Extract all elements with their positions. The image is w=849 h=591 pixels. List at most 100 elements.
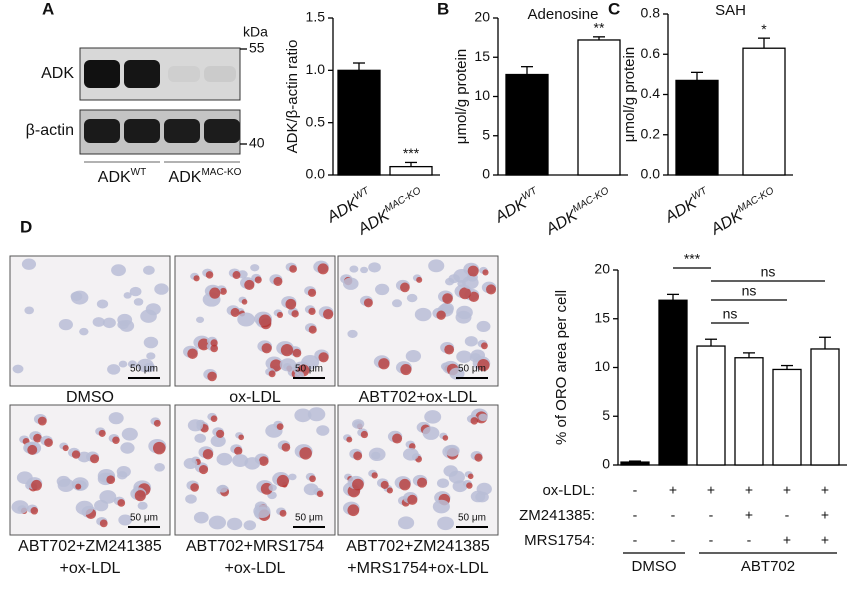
micrograph-caption: ox-LDL [229, 389, 281, 406]
lipid-stain [360, 430, 369, 439]
micrograph-caption: ABT702+MRS1754 [186, 538, 324, 555]
category-sup: MAC-KO [383, 185, 423, 215]
lipid-stain [316, 490, 324, 498]
lipid-stain [407, 494, 418, 505]
y-tick-label: 1.0 [306, 61, 326, 77]
condition-mark: + [745, 507, 753, 523]
cell [145, 303, 161, 316]
cell [368, 262, 381, 273]
bar [577, 39, 621, 176]
cell [196, 316, 205, 323]
cell [268, 484, 277, 492]
x-tick-label: ADKMAC-KO [706, 185, 780, 239]
micrograph: 50 μm [9, 255, 171, 387]
condition-mark: - [671, 507, 676, 523]
cell [244, 457, 261, 470]
lipid-stain [380, 480, 389, 489]
cell [360, 266, 369, 274]
condition-mark: + [783, 482, 791, 498]
cell [57, 478, 75, 492]
lipid-stain [268, 370, 276, 378]
lipid-stain [292, 348, 302, 358]
lipid-stain [276, 423, 284, 431]
cell [21, 258, 37, 270]
cell [118, 360, 128, 368]
cell [58, 318, 73, 331]
cell [102, 317, 116, 329]
lipid-stain [399, 478, 411, 491]
cell [449, 367, 465, 380]
condition-mark: - [633, 482, 638, 498]
bar [505, 73, 549, 176]
cell [243, 520, 257, 531]
cell [422, 426, 440, 440]
y-tick-label: 10 [474, 87, 490, 103]
bar [389, 165, 433, 176]
lipid-stain [210, 344, 219, 353]
lipid-stain [117, 499, 126, 507]
bar [734, 357, 764, 466]
category-sup: WT [352, 185, 372, 203]
chart-title: Adenosine [528, 6, 599, 23]
lipid-stain [209, 287, 221, 299]
cell [462, 275, 479, 290]
lipid-stain [31, 479, 42, 491]
cell [294, 371, 305, 379]
cell [428, 259, 445, 273]
y-tick-label: 5 [482, 126, 490, 142]
blot-band [204, 119, 240, 143]
lipid-stain [299, 447, 312, 460]
cell [347, 329, 358, 339]
micrograph-caption: ABT702+ZM241385 [346, 538, 490, 555]
significance: *** [403, 145, 420, 161]
condition-mark: + [821, 507, 829, 523]
cell [316, 425, 330, 436]
blot-row-label: β-actin [26, 122, 74, 139]
bar [675, 79, 719, 176]
significance: ** [594, 20, 605, 36]
cell [127, 360, 137, 368]
lipid-stain [216, 429, 225, 438]
chart-title: SAH [715, 2, 746, 19]
condition-mark: + [821, 482, 829, 498]
lipid-stain [234, 446, 243, 456]
blot-band [164, 119, 200, 143]
bar [810, 348, 840, 466]
cell [216, 452, 233, 466]
lipid-stain [467, 473, 474, 480]
lipid-stain [276, 311, 284, 318]
category-sup: WT [690, 185, 710, 203]
cell [307, 407, 326, 422]
lipid-stain [207, 371, 217, 382]
blot-row-label: ADK [41, 65, 74, 82]
lipid-stain [416, 276, 423, 283]
category-sup: MAC-KO [571, 185, 611, 215]
lipid-stain [467, 265, 479, 277]
scale-label: 50 μm [295, 364, 323, 375]
cell [194, 433, 207, 443]
cell [24, 306, 34, 315]
cell [120, 442, 135, 454]
lipid-stain [33, 433, 42, 443]
y-tick-label: 0.2 [641, 125, 661, 141]
group-label: DMSO [632, 558, 677, 575]
lipid-stain [187, 348, 198, 359]
cell [436, 478, 450, 489]
y-tick-label: 0.8 [641, 5, 661, 21]
lipid-stain [232, 271, 241, 280]
cell [96, 299, 109, 309]
lipid-stain [71, 450, 81, 459]
cell [217, 484, 228, 493]
cell [294, 408, 312, 423]
cell [349, 265, 359, 273]
blot-marker: 55 [249, 40, 265, 56]
cell [432, 499, 450, 514]
bracket-label: ns [761, 264, 776, 280]
lipid-stain [202, 448, 214, 460]
cell [397, 516, 415, 530]
micrograph-caption: DMSO [66, 389, 114, 406]
blot-band [124, 119, 160, 143]
cell [405, 350, 422, 363]
cell [117, 313, 133, 326]
